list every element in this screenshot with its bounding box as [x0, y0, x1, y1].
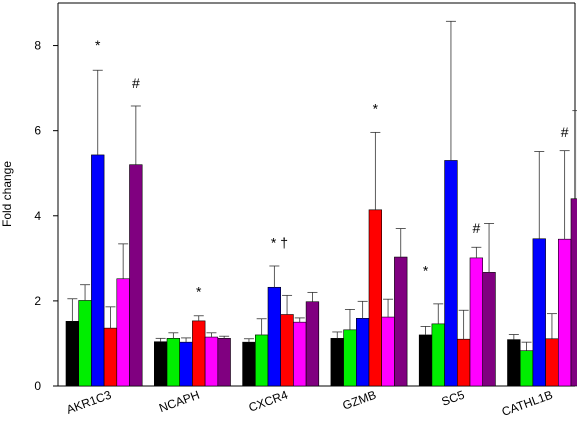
- bar-akr1c3-s1: [65, 321, 79, 387]
- bar-gzmb-s3: [355, 318, 370, 387]
- significance-marker: #: [132, 75, 140, 91]
- bar-sc5-s2: [431, 323, 445, 387]
- y-tick-label: 8: [34, 39, 41, 53]
- bar-cathl1b-s5: [557, 238, 572, 387]
- y-tick-label: 0: [34, 379, 41, 393]
- bar-cxcr4-s5: [293, 321, 307, 387]
- bar-gzmb-s1: [330, 338, 344, 387]
- x-tick-labels: AKR1C3 NCAPH CXCR4 GZMB SC5 CATHL1B: [64, 388, 554, 419]
- bar-ncaph-s4: [192, 320, 206, 387]
- bar-cxcr4-s1: [242, 341, 256, 387]
- bar-gzmb-s2: [343, 329, 357, 387]
- x-tick-label-cathl1b: CATHL1B: [500, 388, 555, 419]
- bar-cathl1b-s6: [570, 198, 577, 387]
- x-tick-label-sc5: SC5: [440, 388, 467, 409]
- bar-cxcr4-s3: [267, 286, 281, 387]
- x-tick-label-gzmb: GZMB: [341, 388, 378, 413]
- bar-gzmb-s5: [381, 316, 395, 387]
- significance-marker: *: [423, 262, 429, 278]
- significance-marker: #: [472, 220, 480, 236]
- significance-marker: * †: [271, 235, 288, 251]
- y-tick-label: 6: [34, 124, 41, 138]
- bar-sc5-s3: [444, 160, 458, 387]
- x-tick-label-cxcr4: CXCR4: [247, 388, 290, 415]
- bar-ncaph-s3: [179, 341, 193, 387]
- significance-marker: *: [95, 37, 101, 53]
- bar-cxcr4-s4: [280, 314, 294, 387]
- significance-marker: *: [373, 101, 379, 117]
- bar-akr1c3-s2: [78, 300, 92, 387]
- bar-ncaph-s5: [204, 336, 219, 387]
- x-tick-label-akr1c3: AKR1C3: [64, 388, 113, 417]
- significance-annotations: * # * * † * * # #: [95, 37, 569, 300]
- bar-cathl1b-s2: [519, 350, 534, 387]
- bar-sc5-s6: [482, 272, 496, 387]
- significance-marker: *: [196, 284, 202, 300]
- y-tick-label: 2: [34, 294, 41, 308]
- bar-cathl1b-s4: [545, 338, 559, 387]
- y-axis-label: Fold change: [0, 161, 14, 227]
- x-tick-label-ncaph: NCAPH: [157, 388, 201, 416]
- bar-cathl1b-s1: [507, 339, 521, 387]
- bar-ncaph-s6: [217, 338, 231, 387]
- bar-cathl1b-s3: [532, 238, 546, 387]
- bar-gzmb-s6: [394, 256, 408, 387]
- bar-sc5-s5: [469, 257, 483, 387]
- bar-akr1c3-s3: [91, 154, 105, 387]
- bar-cxcr4-s6: [305, 301, 320, 387]
- bar-sc5-s1: [418, 334, 433, 387]
- y-ticks: 0 2 4 6 8: [34, 39, 58, 393]
- bar-akr1c3-s5: [116, 278, 130, 387]
- bar-akr1c3-s6: [129, 164, 143, 387]
- bar-sc5-s4: [456, 338, 471, 387]
- bars: [65, 20, 577, 387]
- bar-ncaph-s1: [154, 341, 168, 387]
- y-tick-label: 4: [34, 209, 41, 223]
- bar-gzmb-s4: [368, 209, 382, 387]
- significance-marker: #: [561, 124, 569, 140]
- bar-cxcr4-s2: [255, 334, 269, 387]
- bar-akr1c3-s4: [103, 327, 118, 387]
- bar-ncaph-s2: [166, 338, 180, 387]
